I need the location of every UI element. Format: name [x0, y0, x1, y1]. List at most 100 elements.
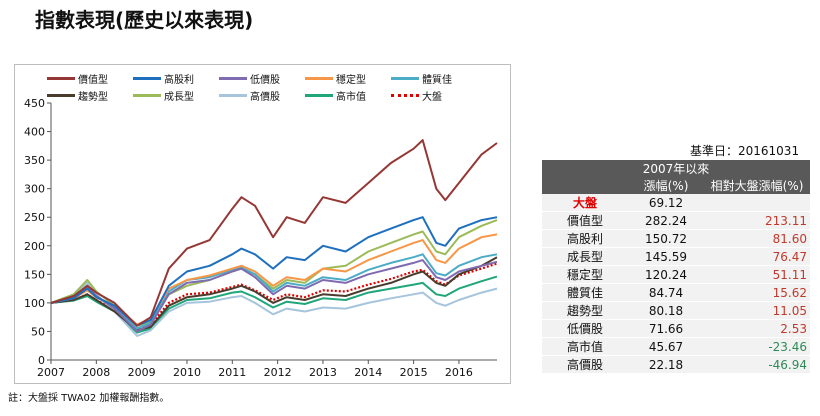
series-line-價值型: [50, 139, 498, 327]
performance-table: 2007年以來 漲幅(%) 相對大盤漲幅(%) 大盤 69.12 價值型 282.24…: [542, 160, 810, 374]
table-cell-name: 趨勢型: [542, 301, 628, 320]
y-tick-label: 400: [24, 126, 45, 139]
legend-item: 高價股: [219, 88, 305, 103]
table-cell-v1: 22.18: [628, 355, 704, 374]
table-body: 大盤 69.12 價值型 282.24 213.11 高股利 150.72 81.60 成長型 1…: [542, 194, 810, 374]
legend-swatch: [47, 94, 75, 97]
table-cell-name: 高市值: [542, 337, 628, 356]
table-row: 體質佳 84.74 15.62: [542, 283, 810, 302]
page-title: 指數表現(歷史以來表現): [35, 8, 254, 32]
table-cell-v1: 69.12: [628, 194, 704, 212]
table-cell-v1: 80.18: [628, 301, 704, 320]
table-cell-v2: 2.53: [704, 319, 810, 338]
base-date: 基準日：20161031: [690, 144, 800, 158]
table-cell-v1: 45.67: [628, 337, 704, 356]
x-tick-label: 2009: [128, 366, 156, 379]
table-cell-v2: 76.47: [704, 247, 810, 266]
legend-item: 高市值: [305, 88, 391, 103]
table-row: 價值型 282.24 213.11: [542, 211, 810, 230]
table-cell-v1: 71.66: [628, 319, 704, 338]
legend-swatch: [391, 77, 419, 80]
table-row: 穩定型 120.24 51.11: [542, 265, 810, 284]
y-tick-label: 150: [24, 268, 45, 281]
table-cell-name: 體質佳: [542, 283, 628, 302]
legend-item: 大盤: [391, 88, 477, 103]
table-cell-v1: 150.72: [628, 229, 704, 248]
legend-swatch: [391, 94, 419, 97]
table-cell-v2: -23.46: [704, 337, 810, 356]
x-tick-label: 2010: [173, 366, 201, 379]
series-line-高價股: [50, 281, 498, 337]
series-line-趨勢型: [50, 256, 498, 332]
y-tick-label: 50: [31, 325, 45, 338]
table-cell-name: 大盤: [542, 194, 628, 212]
x-tick-label: 2012: [264, 366, 292, 379]
legend-label: 穩定型: [336, 75, 366, 86]
table-cell-v2: -46.94: [704, 355, 810, 374]
table-header-col1: 漲幅(%): [628, 177, 704, 194]
legend-label: 大盤: [422, 92, 442, 103]
series-line-低價股: [50, 259, 498, 333]
chart-svg: 0 50 100 150 200 250 300 350 400 450 2007 2008 2009 2…: [24, 97, 498, 379]
x-tick-label: 2013: [309, 366, 337, 379]
series-line-體質佳: [50, 253, 498, 330]
y-tick-label: 200: [24, 240, 45, 253]
table-header-period: 2007年以來: [542, 160, 810, 177]
x-tick-label: 2011: [218, 366, 246, 379]
legend-label: 成長型: [164, 92, 194, 103]
table-row: 低價股 71.66 2.53: [542, 319, 810, 338]
table-cell-v2: 51.11: [704, 265, 810, 284]
chart-legend: 價值型 高股利 低價股 穩定型 體質佳趨勢型 成長型 高價股 高市值 大盤: [47, 70, 517, 104]
legend-label: 體質佳: [422, 75, 452, 86]
legend-swatch: [219, 94, 247, 97]
table-cell-name: 穩定型: [542, 265, 628, 284]
table-cell-v2: 81.60: [704, 229, 810, 248]
line-chart: 0 50 100 150 200 250 300 350 400 450 2007 2008 2009 2…: [14, 64, 511, 384]
x-tick-label: 2014: [354, 366, 382, 379]
legend-item: 高股利: [133, 71, 219, 86]
legend-swatch: [305, 77, 333, 80]
table-cell-v1: 145.59: [628, 247, 704, 266]
table-row: 高市值 45.67 -23.46: [542, 337, 810, 356]
y-tick-label: 250: [24, 211, 45, 224]
legend-swatch: [219, 77, 247, 80]
legend-swatch: [133, 94, 161, 97]
legend-label: 高價股: [250, 92, 280, 103]
table-cell-v1: 120.24: [628, 265, 704, 284]
legend-item: 價值型: [47, 71, 133, 86]
table-cell-v1: 84.74: [628, 283, 704, 302]
y-tick-label: 100: [24, 297, 45, 310]
legend-label: 趨勢型: [78, 92, 108, 103]
legend-item: 穩定型: [305, 71, 391, 86]
series-line-大盤: [50, 262, 498, 330]
table-row: 高股利 150.72 81.60: [542, 229, 810, 248]
legend-item: 成長型: [133, 88, 219, 103]
table-cell-v2: [704, 194, 810, 212]
table-cell-v2: 11.05: [704, 301, 810, 320]
series-line-高股利: [50, 216, 498, 327]
y-tick-label: 450: [24, 97, 45, 110]
y-tick-label: 0: [38, 354, 45, 367]
table-row: 趨勢型 80.18 11.05: [542, 301, 810, 320]
legend-label: 高市值: [336, 92, 366, 103]
x-tick-label: 2016: [445, 366, 473, 379]
table-row: 高價股 22.18 -46.94: [542, 355, 810, 374]
footnote: 註：大盤採 TWA02 加權報酬指數。: [8, 393, 170, 404]
x-tick-label: 2008: [82, 366, 110, 379]
table-row: 大盤 69.12: [542, 194, 810, 212]
y-tick-label: 300: [24, 183, 45, 196]
table-cell-v2: 15.62: [704, 283, 810, 302]
table-header-col2: 相對大盤漲幅(%): [704, 177, 810, 194]
legend-swatch: [47, 77, 75, 80]
table-cell-name: 成長型: [542, 247, 628, 266]
x-tick-label: 2015: [400, 366, 428, 379]
legend-item: 體質佳: [391, 71, 477, 86]
table-row: 成長型 145.59 76.47: [542, 247, 810, 266]
legend-item: 趨勢型: [47, 88, 133, 103]
x-tick-label: 2007: [37, 366, 65, 379]
table-cell-name: 高股利: [542, 229, 628, 248]
legend-row: 趨勢型 成長型 高價股 高市值 大盤: [47, 87, 517, 104]
legend-swatch: [305, 94, 333, 97]
legend-item: 低價股: [219, 71, 305, 86]
table-cell-name: 價值型: [542, 211, 628, 230]
